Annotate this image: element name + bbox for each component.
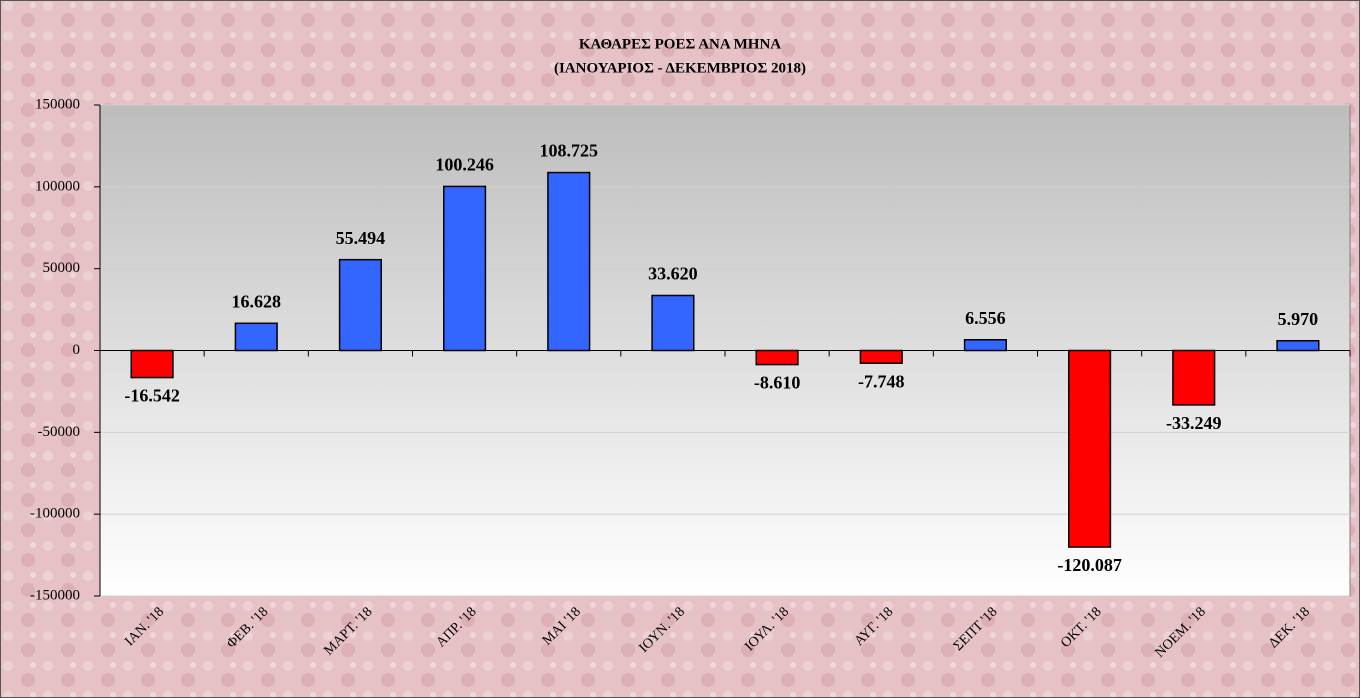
value-label: 6.556 bbox=[965, 308, 1006, 328]
bar bbox=[443, 185, 487, 352]
y-tick-label: 0 bbox=[73, 342, 81, 358]
y-tick-label: -50000 bbox=[38, 424, 81, 440]
y-tick-label: 150000 bbox=[35, 96, 80, 112]
bar bbox=[755, 349, 799, 366]
bar bbox=[1172, 349, 1216, 406]
value-label: -8.610 bbox=[754, 373, 801, 393]
value-label: 33.620 bbox=[648, 264, 698, 284]
value-label: -7.748 bbox=[858, 371, 905, 391]
chart-title: ΚΑΘΑΡΕΣ ΡΟΕΣ ΑΝΑ ΜΗΝΑ bbox=[579, 36, 781, 52]
y-tick-label: 100000 bbox=[35, 178, 80, 194]
chart-subtitle: (ΙΑΝΟΥΑΡΙΟΣ - ΔΕΚΕΜΒΡΙΟΣ 2018) bbox=[554, 60, 806, 76]
y-tick-label: -100000 bbox=[30, 506, 80, 522]
value-label: -16.542 bbox=[124, 386, 180, 406]
bar bbox=[1276, 339, 1320, 352]
bar bbox=[1068, 349, 1112, 548]
y-tick-label: -150000 bbox=[30, 587, 80, 603]
value-label: -33.249 bbox=[1166, 413, 1222, 433]
value-label: -120.087 bbox=[1057, 555, 1122, 575]
y-tick-label: 50000 bbox=[43, 260, 81, 276]
value-label: 5.970 bbox=[1278, 309, 1319, 329]
bar bbox=[963, 339, 1007, 352]
value-label: 108.725 bbox=[540, 141, 599, 161]
bar bbox=[130, 349, 174, 379]
bar bbox=[234, 322, 278, 352]
bar bbox=[859, 349, 903, 364]
value-label: 16.628 bbox=[232, 291, 282, 311]
value-label: 55.494 bbox=[336, 228, 386, 248]
value-label: 100.246 bbox=[435, 155, 494, 175]
bar bbox=[651, 294, 695, 352]
bar bbox=[338, 258, 383, 352]
bar bbox=[547, 171, 591, 352]
